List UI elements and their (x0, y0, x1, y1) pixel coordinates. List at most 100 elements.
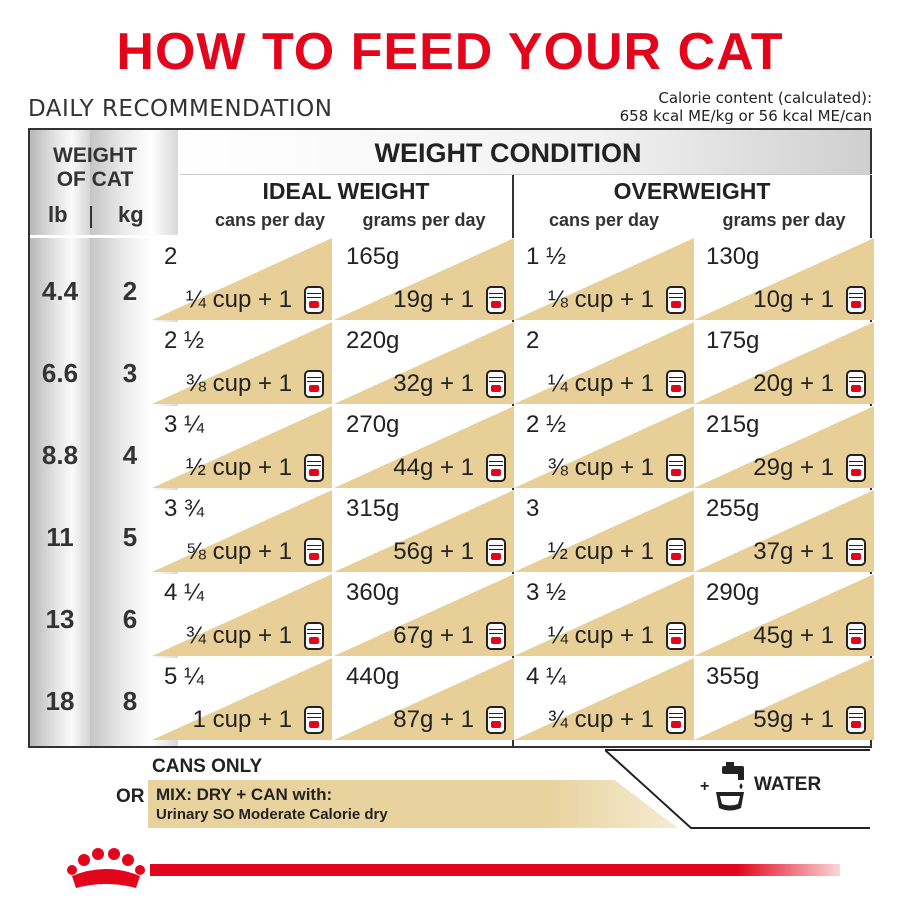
grams-value: 130g (706, 243, 760, 270)
can-icon (486, 538, 506, 566)
cans-value: 4 ¼ (164, 579, 205, 606)
weight-condition-bar: WEIGHT CONDITION (178, 130, 870, 174)
weight-of-cat-header: WEIGHT OF CAT (30, 144, 160, 192)
mix-value: 67g + 1 (393, 622, 474, 649)
kg-value: 5 (122, 522, 138, 552)
mix-value: ¾ cup + 1 (547, 706, 654, 733)
over-cans-cell: 3 ½ ¼ cup + 1 (514, 574, 694, 656)
mix-value: 1 cup + 1 (192, 706, 292, 733)
mix-value: 87g + 1 (393, 706, 474, 733)
mix-line-1: MIX: DRY + CAN with: (156, 785, 333, 804)
water-box (605, 749, 870, 829)
mix-value: ⅜ cup + 1 (185, 370, 292, 397)
ideal-grams-cell: 165g 19g + 1 (334, 238, 514, 320)
mix-value: 45g + 1 (753, 622, 834, 649)
header-hline (180, 174, 872, 175)
lb-value: 13 (45, 604, 75, 634)
cans-value: 2 ½ (164, 327, 205, 354)
over-cans-cell: 2 ¼ cup + 1 (514, 322, 694, 404)
water-tap-bowl-icon (716, 762, 744, 811)
grams-value: 175g (706, 327, 760, 354)
over-grams-cell: 255g 37g + 1 (694, 490, 874, 572)
grams-value: 290g (706, 579, 760, 606)
can-icon (846, 622, 866, 650)
ideal-cans-cell: 3 ¼ ½ cup + 1 (152, 406, 332, 488)
can-icon (666, 538, 686, 566)
grams-value: 220g (346, 327, 400, 354)
mix-value: ¼ cup + 1 (547, 370, 654, 397)
over-grams-cell: 290g 45g + 1 (694, 574, 874, 656)
cans-value: 3 ½ (526, 579, 567, 606)
mix-value: ½ cup + 1 (185, 454, 292, 481)
cans-only-label: CANS ONLY (152, 756, 263, 777)
weight-header-line-1: WEIGHT (53, 144, 137, 167)
mix-value: ¾ cup + 1 (185, 622, 292, 649)
mix-value: ¼ cup + 1 (547, 622, 654, 649)
can-icon (304, 622, 324, 650)
cans-value: 4 ¼ (526, 663, 567, 690)
kg-value: 4 (122, 440, 138, 470)
cans-value: 1 ½ (526, 243, 567, 270)
mix-line-2: Urinary SO Moderate Calorie dry (156, 806, 388, 823)
ideal-grams-cell: 440g 87g + 1 (334, 658, 514, 740)
water-label: WATER (754, 774, 822, 795)
unit-lb-label: lb (48, 202, 68, 227)
ideal-cans-cell: 5 ¼ 1 cup + 1 (152, 658, 332, 740)
ideal-grams-cell: 270g 44g + 1 (334, 406, 514, 488)
mix-value: 32g + 1 (393, 370, 474, 397)
or-label: OR (116, 786, 145, 807)
lb-value: 4.4 (41, 276, 79, 306)
can-icon (846, 286, 866, 314)
grams-value: 355g (706, 663, 760, 690)
can-icon (486, 286, 506, 314)
can-icon (486, 622, 506, 650)
mix-value: ½ cup + 1 (547, 538, 654, 565)
over-cans-cell: 1 ½ ⅛ cup + 1 (514, 238, 694, 320)
grams-value: 270g (346, 411, 400, 438)
grams-value: 360g (346, 579, 400, 606)
mix-value: ⅜ cup + 1 (547, 454, 654, 481)
mix-value: 10g + 1 (753, 286, 834, 313)
lb-value: 8.8 (41, 440, 79, 470)
feeding-table: WEIGHT OF CAT lb kg 4.4 2 6.6 3 8.8 4 11… (28, 128, 874, 748)
cans-value: 3 ¼ (164, 411, 205, 438)
can-icon (304, 286, 324, 314)
cans-value: 3 (526, 495, 540, 522)
can-icon (486, 706, 506, 734)
lb-column-bg (30, 130, 90, 746)
ideal-grams-cell: 360g 67g + 1 (334, 574, 514, 656)
can-icon (666, 370, 686, 398)
overweight-header: OVERWEIGHT (613, 178, 771, 204)
weight-header-line-2: OF CAT (56, 168, 134, 191)
header-separator (30, 235, 178, 238)
lb-value: 6.6 (41, 358, 79, 388)
can-icon (304, 370, 324, 398)
mix-value: 29g + 1 (753, 454, 834, 481)
can-icon (304, 454, 324, 482)
ideal-cans-cell: 4 ¼ ¾ cup + 1 (152, 574, 332, 656)
mix-value: 20g + 1 (753, 370, 834, 397)
can-icon (486, 454, 506, 482)
water-plus: + (700, 778, 710, 795)
kg-value: 2 (122, 276, 138, 306)
can-icon (304, 538, 324, 566)
can-icon (846, 370, 866, 398)
unit-separator (90, 206, 92, 228)
mix-value: 44g + 1 (393, 454, 474, 481)
grams-value: 215g (706, 411, 760, 438)
ideal-cans-cell: 3 ¾ ⅝ cup + 1 (152, 490, 332, 572)
over-grams-cell: 130g 10g + 1 (694, 238, 874, 320)
over-grams-subheader: grams per day (722, 210, 846, 230)
brand-red-line (150, 864, 840, 876)
cans-value: 2 (164, 243, 178, 270)
cans-value: 2 ½ (526, 411, 567, 438)
cans-value: 5 ¼ (164, 663, 205, 690)
over-cans-cell: 3 ½ cup + 1 (514, 490, 694, 572)
cans-value: 2 (526, 327, 540, 354)
mix-band (148, 780, 678, 828)
royal-canin-crown-logo (67, 848, 145, 888)
can-icon (486, 370, 506, 398)
over-grams-cell: 215g 29g + 1 (694, 406, 874, 488)
calorie-content: Calorie content (calculated): 658 kcal M… (620, 89, 872, 125)
grams-value: 255g (706, 495, 760, 522)
